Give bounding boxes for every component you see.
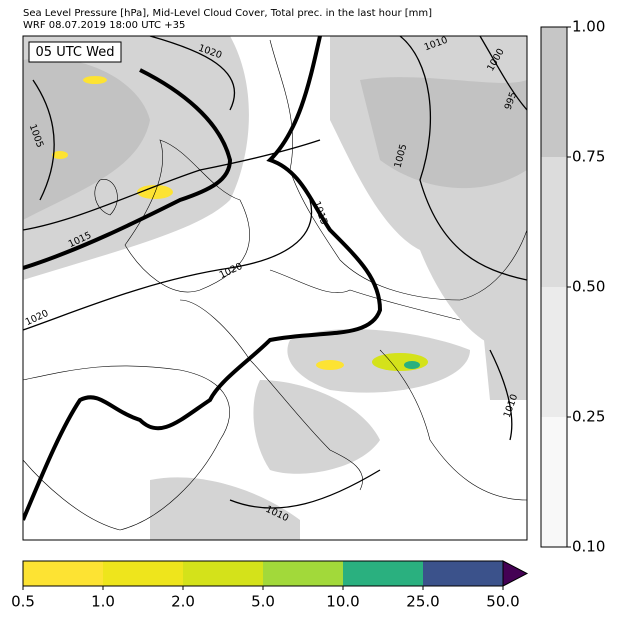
colorbar-tick-label: 1.0 xyxy=(91,593,115,611)
fronts xyxy=(23,36,383,521)
time-label: 05 UTC Wed xyxy=(36,45,115,60)
colorbar-tick-label: 5.0 xyxy=(251,593,275,611)
colorbar-band xyxy=(541,287,567,417)
header-line: WRF 08.07.2019 18:00 UTC +35 xyxy=(23,20,185,31)
colorbar-tick-label: 0.75 xyxy=(572,148,605,166)
colorbar-band xyxy=(541,417,567,547)
isobars xyxy=(23,36,527,509)
colorbar-tick-label: 25.0 xyxy=(406,593,439,611)
header-line: Sea Level Pressure [hPa], Mid-Level Clou… xyxy=(23,8,432,19)
colorbar-band xyxy=(343,561,423,586)
map-frame xyxy=(22,35,528,541)
colorbar-band xyxy=(541,27,567,157)
colorbar-tick-label: 10.0 xyxy=(326,593,359,611)
colorbar-tick-label: 0.50 xyxy=(572,278,605,296)
colorbar-tick-label: 1.00 xyxy=(572,18,605,36)
colorbar-tick-label: 2.0 xyxy=(171,593,195,611)
cloud-colorbar: 1.00 0.75 0.50 0.25 0.10 xyxy=(540,18,605,556)
colorbar-band xyxy=(23,561,103,586)
colorbar-tick-label: 50.0 xyxy=(486,593,519,611)
colorbar-tick-label: 0.25 xyxy=(572,408,605,426)
colorbar-band xyxy=(423,561,503,586)
coastlines xyxy=(23,39,527,531)
time-box xyxy=(28,41,122,63)
colorbar-band xyxy=(183,561,263,586)
map: 1020 101010009951005100510151015102010201… xyxy=(23,36,527,540)
colorbar-tick-label: 0.10 xyxy=(572,538,605,556)
colorbar-band xyxy=(103,561,183,586)
colorbar-band xyxy=(541,157,567,287)
colorbar-band xyxy=(263,561,343,586)
colorbar-extend xyxy=(502,560,529,587)
precip-colorbar: 0.5 1.0 2.0 5.0 10.0 25.0 50.0 xyxy=(11,560,529,611)
colorbar-tick-label: 0.5 xyxy=(11,593,35,611)
